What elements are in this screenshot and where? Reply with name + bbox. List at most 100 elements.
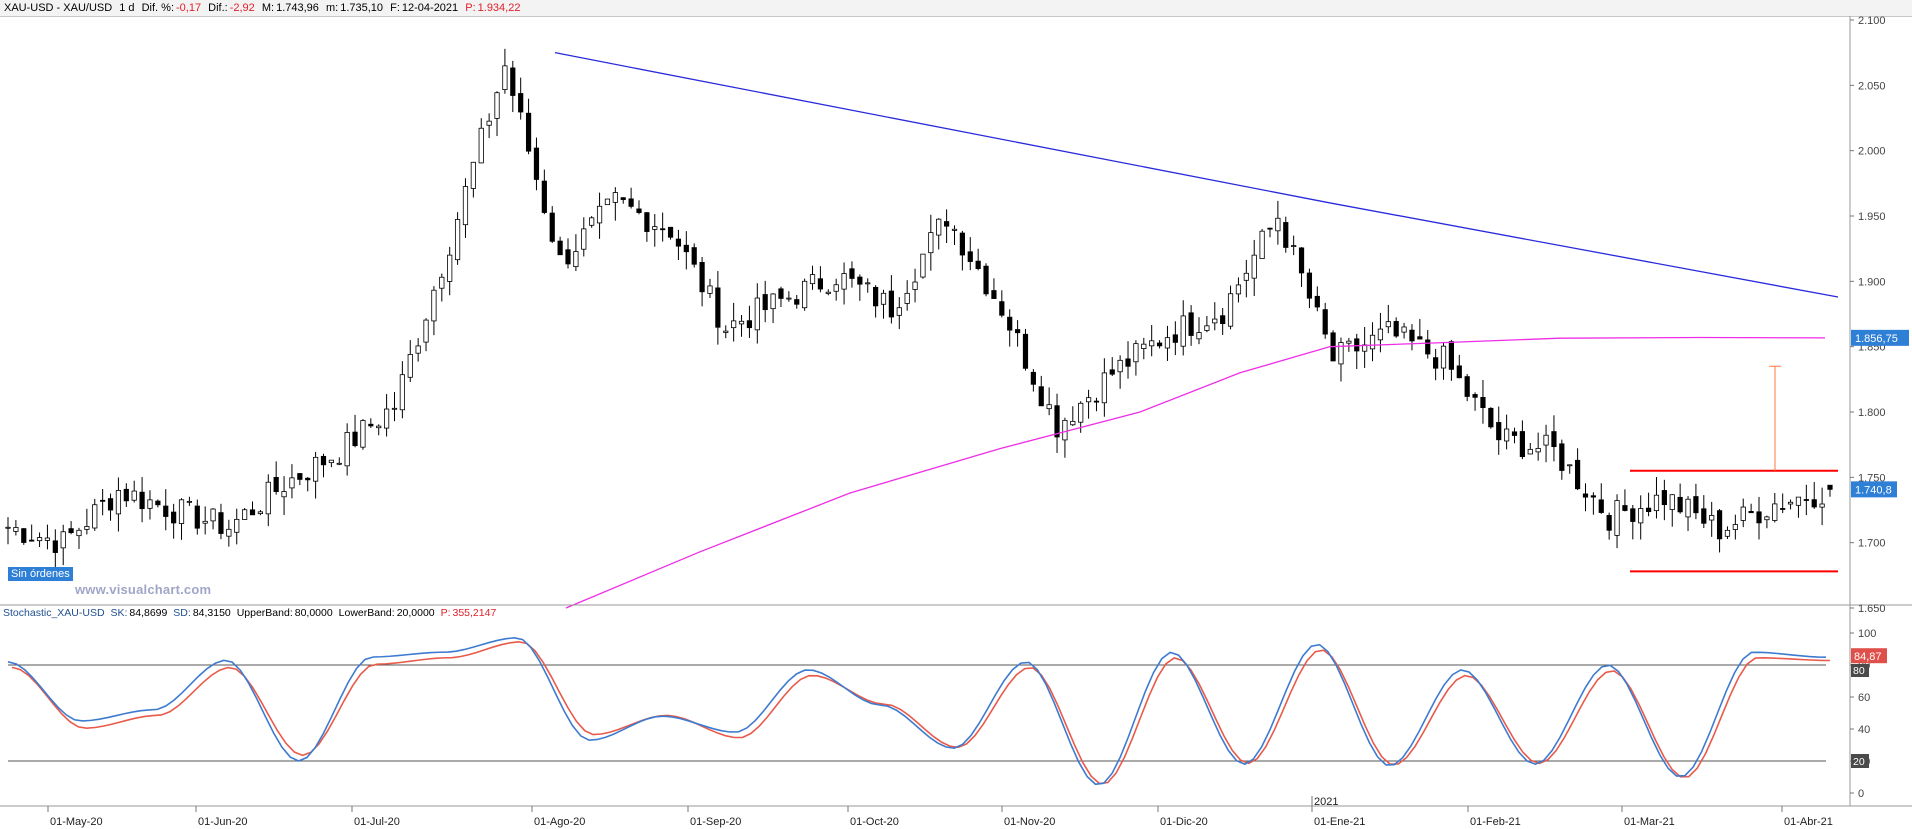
price-candle bbox=[1180, 300, 1186, 356]
price-candle bbox=[1362, 326, 1368, 368]
price-tick-label: 1.700 bbox=[1858, 538, 1886, 550]
price-candle bbox=[1653, 477, 1660, 519]
time-tick-label: 01-Ene-21 bbox=[1314, 816, 1365, 828]
candle-body bbox=[1007, 316, 1013, 331]
candle-body bbox=[13, 527, 19, 532]
last-tag-bg bbox=[1851, 481, 1897, 498]
price-candle bbox=[1425, 330, 1431, 359]
price-candle bbox=[620, 197, 626, 204]
price-candle bbox=[1385, 304, 1391, 334]
candle-body bbox=[620, 197, 626, 200]
candle-body bbox=[1070, 420, 1076, 426]
lowerband-label: LowerBand: bbox=[338, 607, 395, 619]
candle-body bbox=[60, 531, 66, 549]
price-candle bbox=[817, 266, 824, 293]
candle-body bbox=[652, 226, 658, 230]
band-20-bg bbox=[1851, 754, 1869, 768]
moving-average-line bbox=[565, 336, 1826, 609]
price-candle bbox=[147, 490, 153, 520]
candle-body bbox=[1212, 318, 1218, 324]
candle-body bbox=[1243, 272, 1249, 281]
price-candle bbox=[628, 187, 634, 209]
price-candle bbox=[1291, 235, 1297, 256]
price-candle bbox=[328, 459, 334, 468]
price-candle bbox=[194, 499, 200, 535]
price-candle bbox=[865, 278, 871, 293]
price-candle bbox=[1109, 357, 1115, 376]
candle-body bbox=[896, 307, 902, 316]
year-label: 2021 bbox=[1314, 796, 1338, 808]
candle-body bbox=[565, 249, 571, 265]
sk-value: 84,8699 bbox=[129, 607, 168, 619]
candle-body bbox=[849, 268, 855, 279]
candle-body bbox=[273, 477, 279, 492]
candle-body bbox=[163, 505, 169, 517]
candle-body bbox=[1291, 245, 1297, 247]
price-candle bbox=[1164, 325, 1171, 361]
price-candle bbox=[68, 521, 74, 535]
candle-body bbox=[431, 289, 437, 322]
price-candle bbox=[652, 213, 658, 247]
candle-body bbox=[762, 294, 768, 311]
price-candle bbox=[1661, 479, 1667, 521]
candle-body bbox=[959, 232, 965, 256]
price-candle bbox=[383, 394, 390, 437]
price-candle bbox=[525, 98, 532, 155]
max-label: M: bbox=[261, 2, 275, 14]
price-candle bbox=[589, 216, 595, 228]
time-tick-label: 01-Jun-20 bbox=[198, 816, 248, 828]
price-candle bbox=[1709, 501, 1715, 537]
price-candle bbox=[1038, 375, 1044, 407]
orders-status-badge[interactable]: Sin órdenes bbox=[8, 567, 73, 581]
price-candle bbox=[297, 473, 303, 486]
price-candle bbox=[1354, 333, 1360, 370]
candle-body bbox=[289, 477, 295, 489]
price-candle bbox=[1740, 498, 1746, 528]
band-20-tag: 20 bbox=[1851, 754, 1869, 768]
price-candle bbox=[604, 198, 611, 206]
min-label: m: bbox=[325, 2, 339, 14]
candle-body bbox=[904, 292, 910, 304]
candle-body bbox=[675, 238, 682, 247]
price-candle bbox=[683, 231, 689, 270]
candle-body bbox=[336, 462, 342, 465]
price-candle bbox=[573, 234, 579, 272]
time-tick-label: 01-Sep-20 bbox=[690, 816, 741, 828]
price-candle bbox=[1787, 499, 1794, 510]
price-candle bbox=[888, 275, 894, 324]
candle-body bbox=[1298, 247, 1305, 274]
price-candle bbox=[1188, 305, 1194, 346]
price-tick-label: 1.650 bbox=[1858, 603, 1886, 615]
candle-body bbox=[202, 520, 208, 524]
price-candle bbox=[849, 261, 855, 288]
price-candle bbox=[320, 453, 327, 478]
candle-body bbox=[1354, 338, 1360, 352]
price-candle bbox=[809, 265, 816, 290]
price-candle bbox=[1756, 496, 1762, 540]
price-candle bbox=[1101, 358, 1107, 417]
price-candle bbox=[1204, 316, 1210, 333]
price-candle bbox=[644, 212, 650, 242]
candle-body bbox=[1787, 501, 1794, 505]
candle-body bbox=[731, 320, 737, 329]
price-candle bbox=[699, 257, 705, 307]
candle-body bbox=[1180, 315, 1186, 347]
candle-body bbox=[1559, 443, 1565, 471]
candle-body bbox=[383, 408, 390, 429]
price-candle bbox=[1701, 495, 1707, 529]
candle-body bbox=[1054, 405, 1060, 438]
candle-body bbox=[1101, 372, 1107, 404]
band-20-text: 20 bbox=[1853, 756, 1865, 768]
price-candle bbox=[1575, 448, 1581, 491]
candle-body bbox=[470, 161, 476, 189]
candle-body bbox=[1519, 431, 1525, 458]
candle-body bbox=[636, 208, 642, 213]
candle-body bbox=[486, 120, 492, 126]
price-candle bbox=[1417, 319, 1423, 340]
price-candle bbox=[857, 274, 863, 301]
price-candle bbox=[131, 480, 137, 503]
candle-body bbox=[1164, 337, 1171, 349]
price-candle bbox=[1535, 432, 1541, 461]
